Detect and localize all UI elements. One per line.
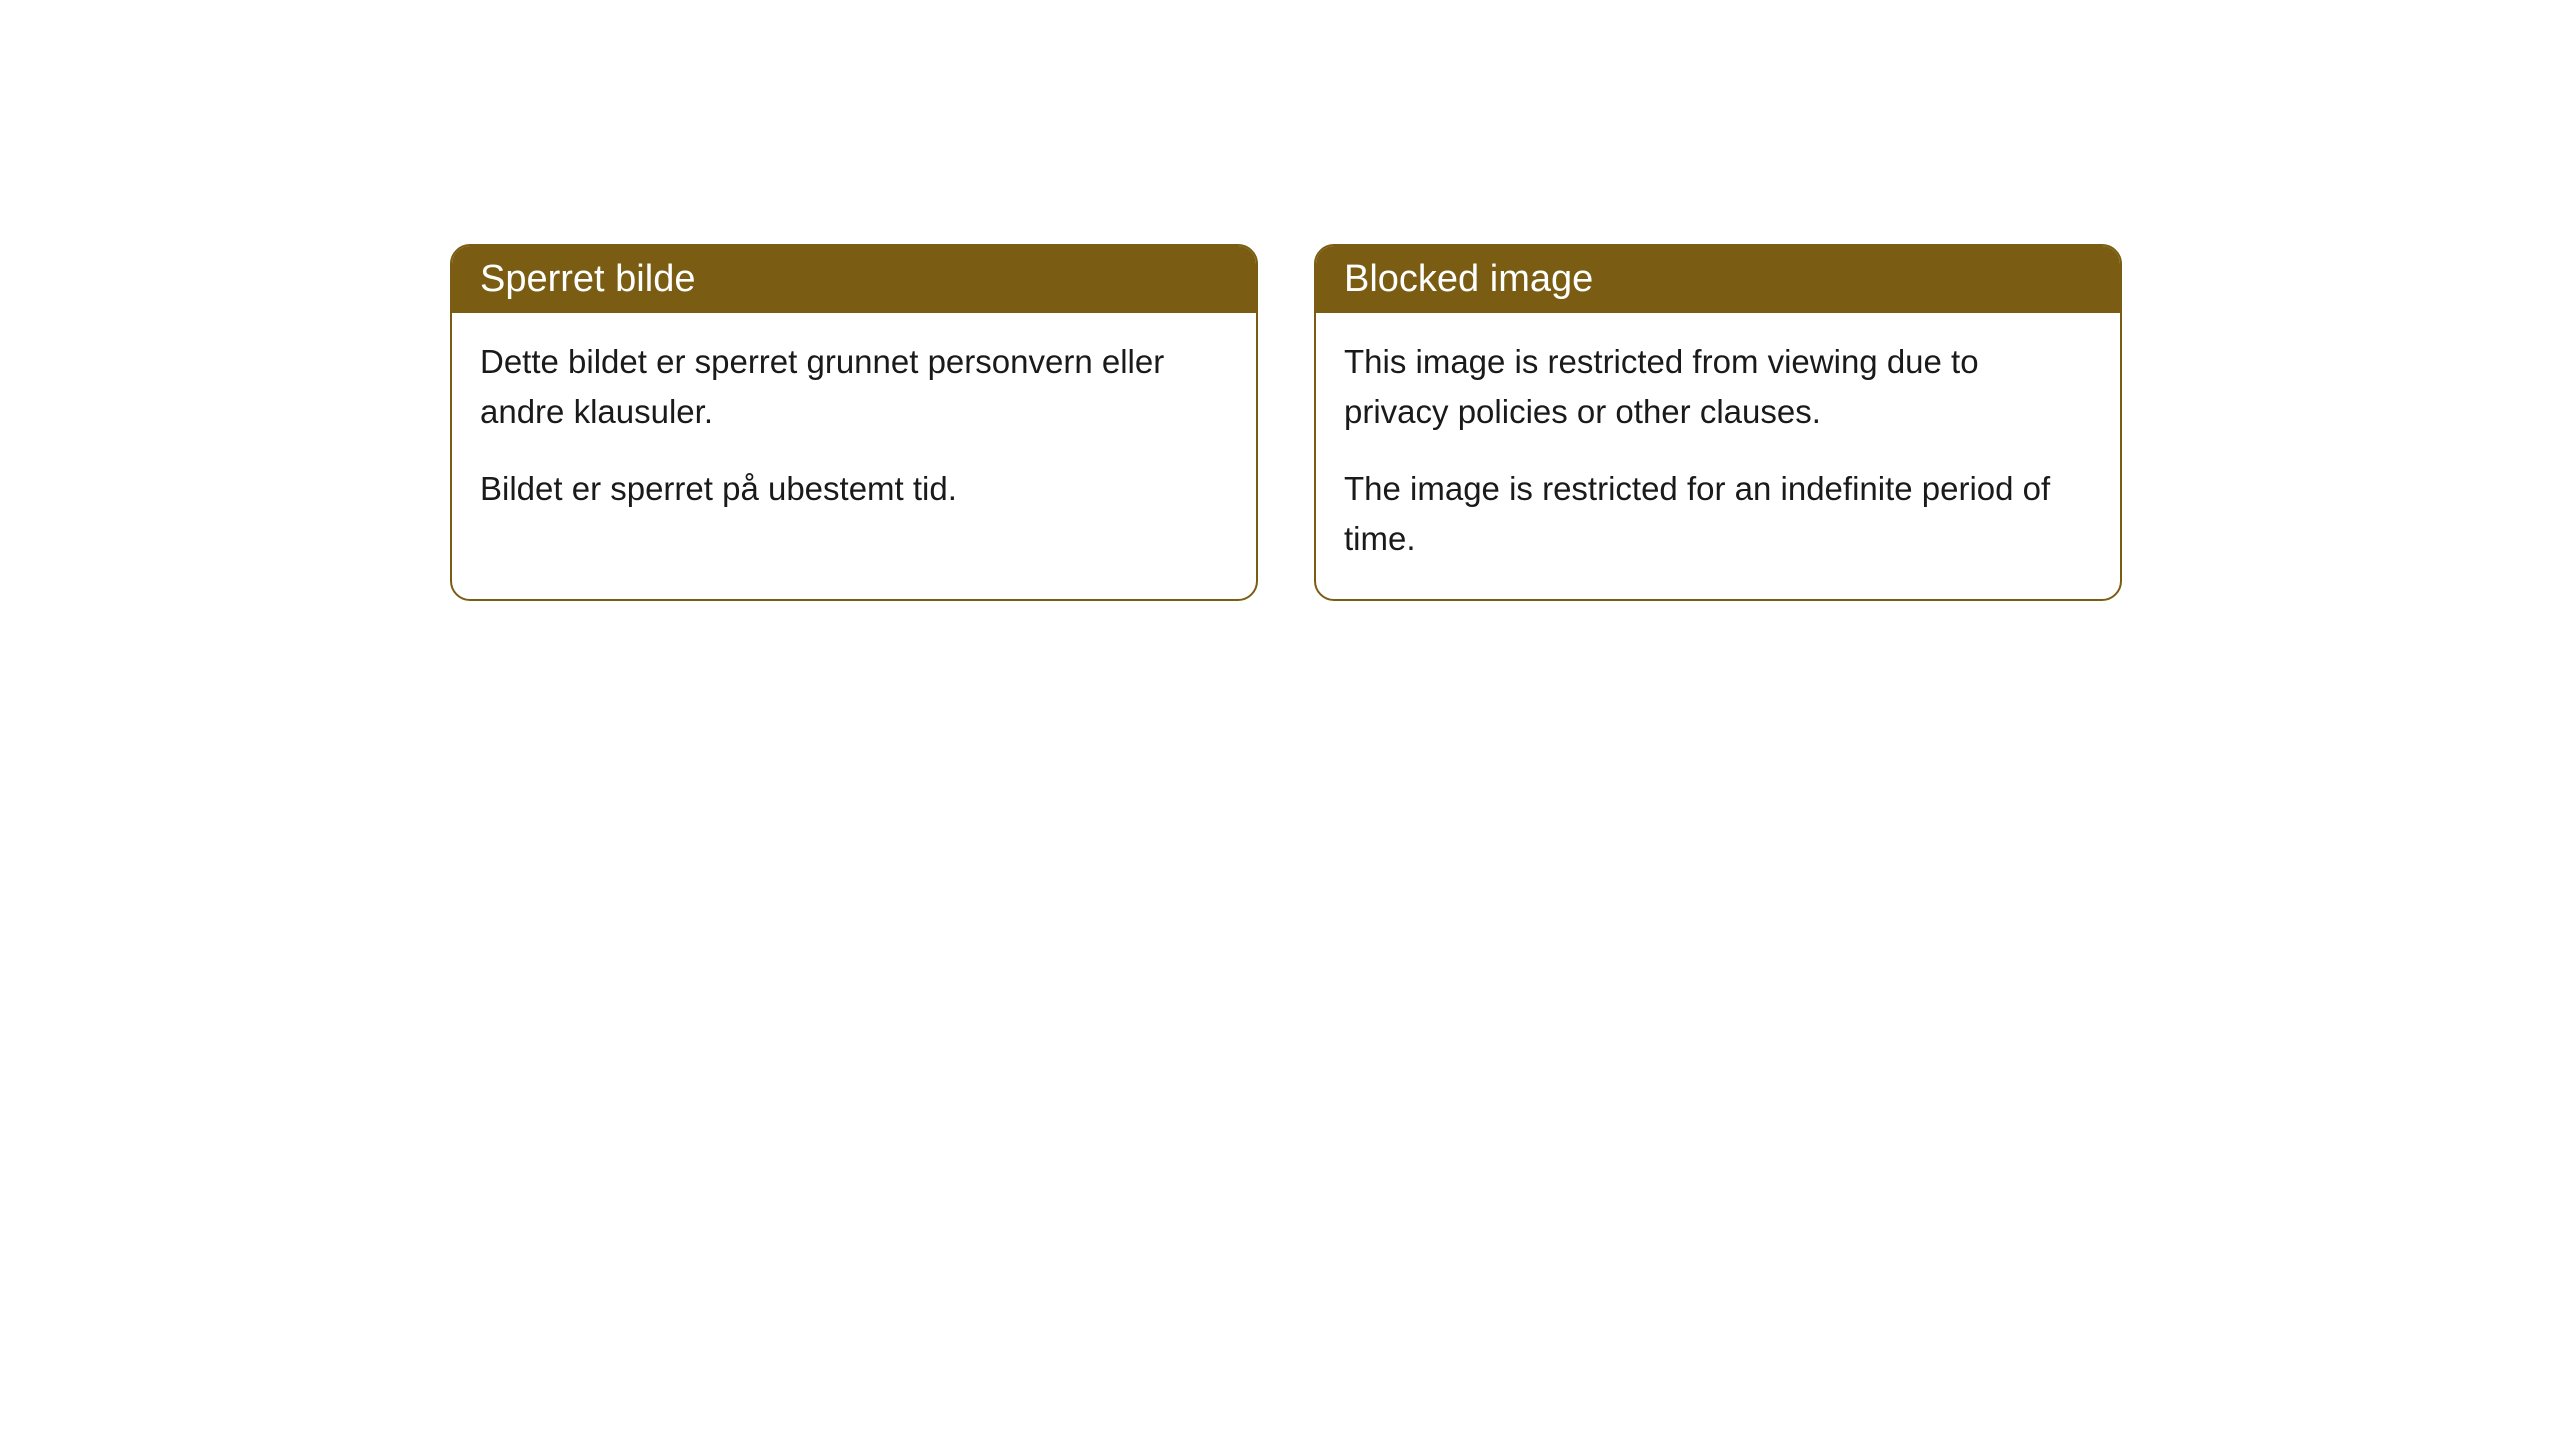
notice-body-norwegian: Dette bildet er sperret grunnet personve… [452,313,1256,550]
notice-container: Sperret bilde Dette bildet er sperret gr… [450,244,2122,601]
notice-card-english: Blocked image This image is restricted f… [1314,244,2122,601]
notice-paragraph-1: Dette bildet er sperret grunnet personve… [480,337,1228,436]
notice-title: Blocked image [1344,258,1593,300]
notice-header-norwegian: Sperret bilde [452,246,1256,313]
notice-header-english: Blocked image [1316,246,2120,313]
notice-card-norwegian: Sperret bilde Dette bildet er sperret gr… [450,244,1258,601]
notice-title: Sperret bilde [480,258,695,300]
notice-paragraph-2: The image is restricted for an indefinit… [1344,464,2092,563]
notice-paragraph-1: This image is restricted from viewing du… [1344,337,2092,436]
notice-body-english: This image is restricted from viewing du… [1316,313,2120,599]
notice-paragraph-2: Bildet er sperret på ubestemt tid. [480,464,1228,514]
